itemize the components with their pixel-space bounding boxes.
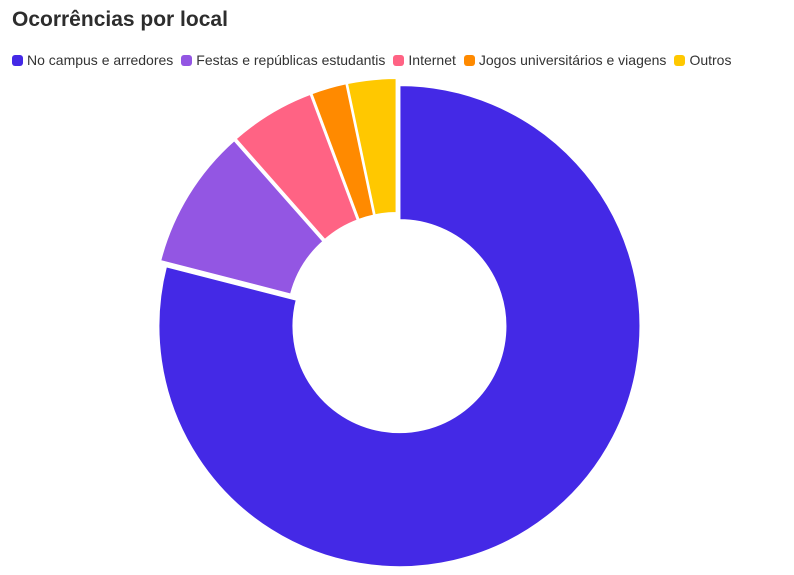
chart-title: Ocorrências por local: [12, 8, 228, 31]
donut-slice-outros[interactable]: [345, 77, 398, 217]
donut-slice-festas[interactable]: [158, 138, 325, 296]
legend-label-internet: Internet: [408, 52, 456, 68]
legend-item-festas[interactable]: Festas e repúblicas estudantis: [181, 52, 385, 68]
legend-label-festas: Festas e repúblicas estudantis: [196, 52, 386, 68]
legend-swatch-jogos: [463, 54, 475, 66]
donut-slice-campus[interactable]: [157, 84, 642, 569]
legend-swatch-campus: [12, 54, 23, 66]
legend-swatch-outros: [674, 54, 686, 66]
legend-label-campus: No campus e arredores: [27, 52, 174, 68]
chart-legend: No campus e arredores Festas e república…: [12, 52, 787, 68]
legend-item-campus[interactable]: No campus e arredores: [12, 52, 173, 68]
legend-item-internet[interactable]: Internet: [393, 52, 456, 68]
legend-swatch-internet: [393, 54, 405, 66]
donut-slice-internet[interactable]: [234, 92, 360, 242]
legend-label-outros: Outros: [689, 52, 732, 68]
legend-item-jogos[interactable]: Jogos universitários e viagens: [463, 52, 667, 68]
legend-item-outros[interactable]: Outros: [674, 52, 731, 68]
legend-label-jogos: Jogos universitários e viagens: [478, 52, 667, 68]
legend-swatch-festas: [181, 54, 193, 66]
